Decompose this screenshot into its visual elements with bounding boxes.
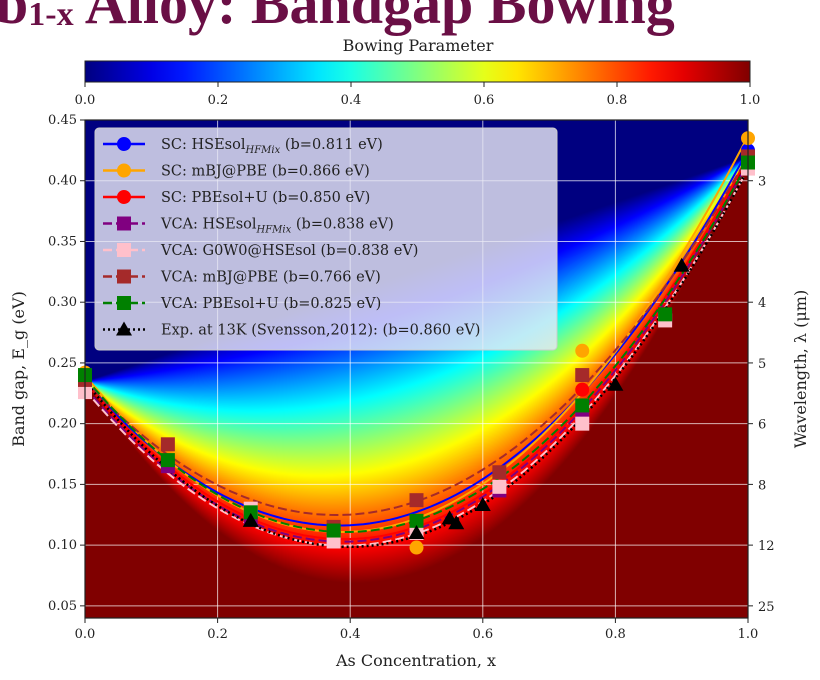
data-point bbox=[575, 398, 590, 413]
y-tick-label: 0.30 bbox=[48, 295, 77, 310]
x-tick-label: 0.2 bbox=[207, 627, 228, 642]
data-point bbox=[658, 307, 673, 322]
colorbar-tick-label: 0.2 bbox=[208, 93, 229, 108]
legend-box bbox=[94, 127, 558, 351]
title-subscript: 1-x bbox=[28, 0, 74, 33]
x-tick-label: 0.8 bbox=[605, 627, 626, 642]
colorbar-tick-label: 0.4 bbox=[341, 93, 362, 108]
colorbar-title: Bowing Parameter bbox=[343, 36, 494, 55]
legend-label: VCA: HSEsolHFMix (b=0.838 eV) bbox=[160, 217, 394, 236]
legend-label-text: VCA: HSEsol bbox=[160, 217, 257, 233]
legend-marker bbox=[117, 243, 131, 257]
x-tick-label: 0.0 bbox=[75, 627, 96, 642]
legend-label-text: SC: PBEsol+U (b=0.850 eV) bbox=[161, 190, 370, 206]
legend-label-text: Exp. at 13K (Svensson,2012): (b=0.860 eV… bbox=[161, 323, 480, 339]
data-point bbox=[492, 479, 507, 494]
legend-label-text: VCA: G0W0@HSEsol (b=0.838 eV) bbox=[160, 243, 418, 259]
data-point bbox=[575, 343, 590, 358]
legend-marker bbox=[117, 296, 131, 310]
data-point bbox=[673, 257, 690, 272]
legend-label: SC: mBJ@PBE (b=0.866 eV) bbox=[161, 164, 370, 180]
data-point bbox=[575, 382, 590, 397]
legend-marker bbox=[116, 321, 132, 336]
data-point bbox=[575, 368, 590, 383]
data-point bbox=[575, 416, 590, 431]
colorbar bbox=[84, 60, 751, 83]
colorbar-tick-label: 1.0 bbox=[740, 93, 761, 108]
legend-marker bbox=[117, 163, 131, 178]
legend-marker bbox=[117, 137, 131, 151]
data-point bbox=[408, 524, 425, 539]
slide-title: b1-x Alloy: Bandgap Bowing bbox=[0, 0, 675, 37]
y-tick-label: 0.15 bbox=[48, 477, 77, 492]
y-tick-label: 0.05 bbox=[48, 599, 77, 614]
y2-tick-label: 8 bbox=[758, 478, 766, 493]
legend-label: SC: PBEsol+U (b=0.850 eV) bbox=[161, 190, 370, 206]
legend-label-text: VCA: PBEsol+U (b=0.825 eV) bbox=[160, 296, 381, 312]
legend-label-subscript: HFMix bbox=[245, 145, 281, 156]
data-point bbox=[326, 534, 341, 549]
legend-label: VCA: mBJ@PBE (b=0.766 eV) bbox=[160, 270, 381, 286]
x-tick-label: 1.0 bbox=[738, 627, 759, 642]
y-tick-label: 0.35 bbox=[48, 234, 77, 249]
data-point bbox=[409, 493, 424, 508]
data-point bbox=[160, 453, 175, 468]
legend-label-tail: (b=0.838 eV) bbox=[291, 217, 394, 233]
data-point bbox=[160, 437, 175, 452]
legend-label-text: SC: HSEsol bbox=[161, 137, 246, 153]
legend-marker bbox=[117, 269, 131, 284]
legend-marker bbox=[117, 190, 131, 204]
legend-label-tail: (b=0.811 eV) bbox=[280, 137, 383, 153]
legend-label: SC: HSEsolHFMix (b=0.811 eV) bbox=[161, 137, 383, 156]
data-point bbox=[492, 465, 507, 480]
legend-label-text: VCA: mBJ@PBE (b=0.766 eV) bbox=[160, 270, 381, 286]
legend-label: VCA: G0W0@HSEsol (b=0.838 eV) bbox=[160, 243, 418, 259]
y-tick-label: 0.45 bbox=[48, 113, 77, 128]
y2-tick-label: 4 bbox=[758, 296, 766, 311]
plot-frame bbox=[84, 119, 749, 619]
legend-label: Exp. at 13K (Svensson,2012): (b=0.860 eV… bbox=[161, 323, 480, 339]
series-line bbox=[84, 155, 749, 517]
y2-tick-label: 3 bbox=[758, 175, 766, 190]
x-tick-label: 0.4 bbox=[340, 627, 361, 642]
legend-label-text: SC: mBJ@PBE (b=0.866 eV) bbox=[161, 164, 370, 180]
colorbar-tick-label: 0.8 bbox=[607, 93, 628, 108]
data-point bbox=[607, 376, 624, 391]
series-line bbox=[84, 149, 749, 527]
title-prefix: b bbox=[0, 0, 29, 36]
y-tick-label: 0.25 bbox=[48, 356, 77, 371]
y2-tick-label: 6 bbox=[758, 418, 766, 433]
y2-tick-label: 25 bbox=[758, 600, 775, 615]
data-point bbox=[474, 497, 491, 512]
colorbar-tick-label: 0.0 bbox=[75, 93, 96, 108]
y-axis-label: Band gap, E_g (eV) bbox=[9, 291, 28, 447]
data-point bbox=[326, 523, 341, 538]
legend: SC: HSEsolHFMix (b=0.811 eV)SC: mBJ@PBE … bbox=[94, 127, 558, 351]
y-tick-label: 0.40 bbox=[48, 174, 77, 189]
y2-tick-label: 12 bbox=[758, 539, 775, 554]
title-suffix: Alloy: Bandgap Bowing bbox=[73, 0, 675, 36]
legend-label-subscript: HFMix bbox=[256, 225, 292, 236]
x-tick-label: 0.6 bbox=[472, 627, 493, 642]
legend-marker bbox=[117, 216, 131, 231]
y-tick-label: 0.10 bbox=[48, 538, 77, 553]
legend-label: VCA: PBEsol+U (b=0.825 eV) bbox=[160, 296, 381, 312]
y2-tick-label: 5 bbox=[758, 357, 766, 372]
data-point bbox=[409, 513, 424, 528]
data-point bbox=[243, 505, 258, 520]
data-point bbox=[242, 512, 259, 527]
data-point bbox=[448, 515, 465, 530]
colorbar-tick-label: 0.6 bbox=[474, 93, 495, 108]
data-point bbox=[409, 540, 424, 555]
y2-axis-label: Wavelength, λ (μm) bbox=[791, 290, 810, 448]
x-axis-label: As Concentration, x bbox=[335, 651, 496, 670]
series-line bbox=[84, 168, 749, 547]
y-tick-label: 0.20 bbox=[48, 417, 77, 432]
